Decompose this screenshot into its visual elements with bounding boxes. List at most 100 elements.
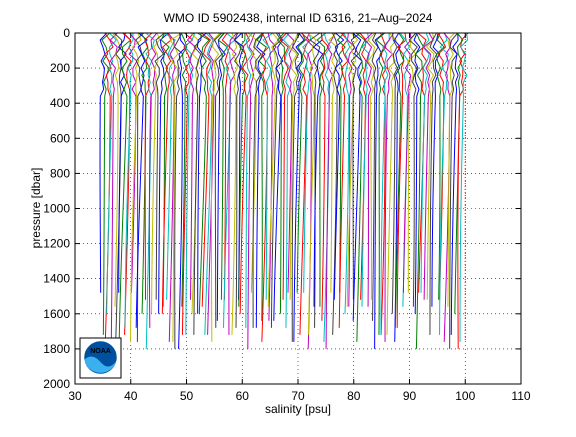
profile-line — [201, 32, 212, 307]
profile-line — [291, 32, 301, 342]
profile-line — [109, 32, 118, 342]
profile-line — [380, 32, 390, 335]
profile-line — [273, 32, 284, 321]
profile-line — [233, 32, 242, 328]
profile-line — [309, 32, 321, 328]
y-axis-label: pressure [dbar] — [29, 167, 43, 249]
y-tick-label: 400 — [50, 96, 70, 110]
profile-line — [223, 32, 236, 328]
svg-text:NOAA: NOAA — [90, 348, 111, 355]
profile-line — [361, 32, 370, 307]
profile-line — [420, 32, 430, 293]
profile-line — [408, 32, 418, 307]
profile-line — [393, 32, 401, 342]
y-tick-label: 2000 — [43, 377, 70, 391]
profile-line — [247, 32, 256, 349]
profile-line — [352, 32, 363, 321]
profile-line — [374, 32, 385, 349]
profile-line — [231, 32, 238, 335]
profile-line — [386, 32, 397, 335]
profile-line — [239, 32, 251, 314]
x-tick-label: 100 — [455, 389, 475, 403]
profile-line — [173, 32, 184, 349]
profile-line — [184, 32, 196, 335]
y-axis: 0 200 400 600 800 1000 1200 1400 1600 1800 2000 — [43, 26, 521, 391]
profile-line — [394, 32, 405, 328]
profile-line — [163, 32, 176, 300]
x-axis: 30 40 50 60 70 80 90 100 110 — [68, 33, 531, 403]
profile-line — [124, 32, 134, 328]
profile-line — [367, 32, 376, 300]
profile-line — [101, 32, 111, 335]
profile-line — [197, 32, 210, 314]
profile-line — [148, 32, 158, 328]
profile-line — [449, 32, 459, 349]
profile-line — [429, 32, 438, 335]
profile-line — [436, 32, 445, 300]
profile-line — [391, 32, 398, 314]
profile-line — [375, 32, 386, 335]
profile-line — [256, 32, 267, 321]
profile-line — [228, 32, 238, 335]
profile-line — [122, 32, 132, 335]
x-axis-label: salinity [psu] — [264, 402, 332, 416]
x-tick-label: 30 — [68, 389, 82, 403]
profile-line — [316, 32, 327, 307]
x-tick-label: 40 — [124, 389, 138, 403]
profile-line — [180, 32, 188, 307]
profile-line — [431, 32, 441, 307]
profile-line — [355, 32, 366, 342]
profile-line — [99, 32, 108, 293]
profile-line — [130, 32, 142, 342]
profile-line — [333, 32, 345, 300]
profile-line — [383, 32, 394, 342]
profile-line — [167, 32, 176, 342]
profile-line — [135, 32, 148, 328]
x-tick-label: 70 — [291, 389, 305, 403]
profile-line — [181, 32, 194, 335]
profile-line — [267, 32, 280, 307]
profile-line — [371, 32, 379, 321]
profile-line — [296, 32, 307, 293]
profile-line — [325, 32, 336, 349]
y-tick-label: 200 — [50, 61, 70, 75]
profile-line — [151, 32, 161, 314]
profile-line — [158, 32, 169, 314]
profile-line — [320, 32, 330, 321]
x-tick-label: 90 — [403, 389, 417, 403]
profile-line — [128, 32, 138, 293]
profile-line — [439, 32, 449, 335]
profile-line — [288, 32, 299, 300]
profile-line — [336, 32, 346, 293]
profile-line — [457, 32, 469, 349]
profile-line — [196, 32, 207, 314]
profile-line — [276, 32, 285, 314]
y-tick-label: 1000 — [43, 202, 70, 216]
profile-line — [293, 32, 305, 342]
profile-line — [286, 32, 295, 293]
x-tick-label: 80 — [347, 389, 361, 403]
profile-line — [414, 32, 425, 349]
profile-line — [255, 32, 266, 328]
profile-line — [279, 32, 289, 300]
chart-title: WMO ID 5902438, internal ID 6316, 21–Aug… — [163, 11, 433, 25]
profile-line — [252, 32, 264, 328]
profile-line — [396, 32, 407, 328]
profile-line — [312, 32, 324, 307]
profile-line — [112, 32, 121, 307]
profile-line — [459, 32, 469, 342]
profile-line — [307, 32, 317, 335]
noaa-logo: NOAA — [79, 337, 122, 379]
profile-line — [204, 32, 214, 335]
x-tick-label: 110 — [511, 389, 530, 403]
y-tick-label: 1400 — [43, 272, 70, 286]
profile-line — [422, 32, 434, 300]
profile-line — [328, 32, 338, 293]
profile-line — [302, 32, 312, 293]
profile-line — [402, 32, 412, 293]
profile-line — [193, 32, 202, 335]
profile-line — [346, 32, 359, 307]
profile-line — [245, 32, 253, 328]
profile-line — [216, 32, 226, 321]
